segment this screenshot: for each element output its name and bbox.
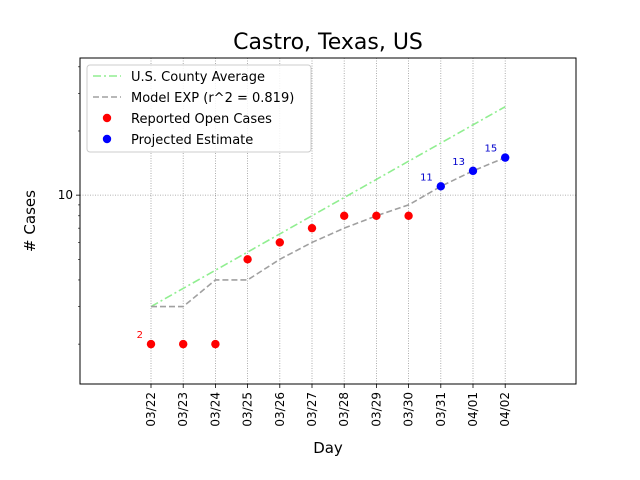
legend-box — [86, 64, 312, 153]
x-tick-label: 04/01 — [466, 392, 480, 427]
legend-label: Reported Open Cases — [131, 112, 272, 127]
legend-marker — [102, 134, 112, 144]
x-tick-label: 03/28 — [337, 392, 351, 427]
grid-lines — [80, 58, 576, 384]
data-point — [468, 166, 478, 176]
data-point — [501, 153, 510, 162]
x-tick-label: 03/24 — [208, 392, 222, 427]
data-label: 11 — [420, 172, 433, 183]
x-axis-label: Day — [313, 439, 343, 457]
legend-label: U.S. County Average — [131, 70, 265, 85]
series-line — [150, 106, 506, 308]
x-tick-label: 03/27 — [305, 392, 319, 427]
data-point — [436, 182, 445, 191]
plot-series: 2 11 13 15 — [137, 106, 510, 349]
data-label: 13 — [452, 157, 465, 168]
x-tick-label: 03/26 — [273, 392, 287, 427]
chart-title: Castro, Texas, US — [233, 30, 423, 55]
legend: U.S. County Average Model EXP (r^2 = 0.81… — [86, 64, 312, 153]
y-axis-label: # Cases — [21, 190, 39, 252]
legend-marker — [102, 113, 112, 123]
data-point — [146, 339, 156, 349]
data-point — [275, 238, 284, 247]
data-point — [372, 211, 381, 221]
x-tick-label: 04/02 — [498, 392, 512, 427]
x-tick-label: 03/29 — [369, 392, 383, 427]
series-line — [151, 156, 506, 308]
data-point — [211, 339, 220, 349]
data-label: 15 — [484, 144, 497, 155]
data-point — [404, 211, 413, 221]
data-point — [340, 211, 349, 221]
data-point — [243, 255, 252, 264]
plot-area-frame — [79, 57, 577, 385]
x-tick-label: 03/23 — [176, 392, 190, 427]
data-point — [179, 339, 188, 349]
x-tick-label: 03/30 — [402, 392, 416, 427]
legend-label: Projected Estimate — [131, 133, 253, 148]
legend-label: Model EXP (r^2 = 0.819) — [131, 91, 294, 106]
x-tick-label: 03/25 — [241, 392, 255, 427]
data-label: 2 — [137, 330, 143, 341]
data-point — [307, 223, 317, 233]
axis-ticks: 03/22 03/23 03/24 03/25 03/26 03/27 03/28 03/29… — [58, 66, 512, 427]
x-tick-label: 03/31 — [434, 392, 448, 427]
x-tick-label: 03/22 — [144, 392, 158, 427]
y-tick-label: 10 — [58, 188, 73, 202]
